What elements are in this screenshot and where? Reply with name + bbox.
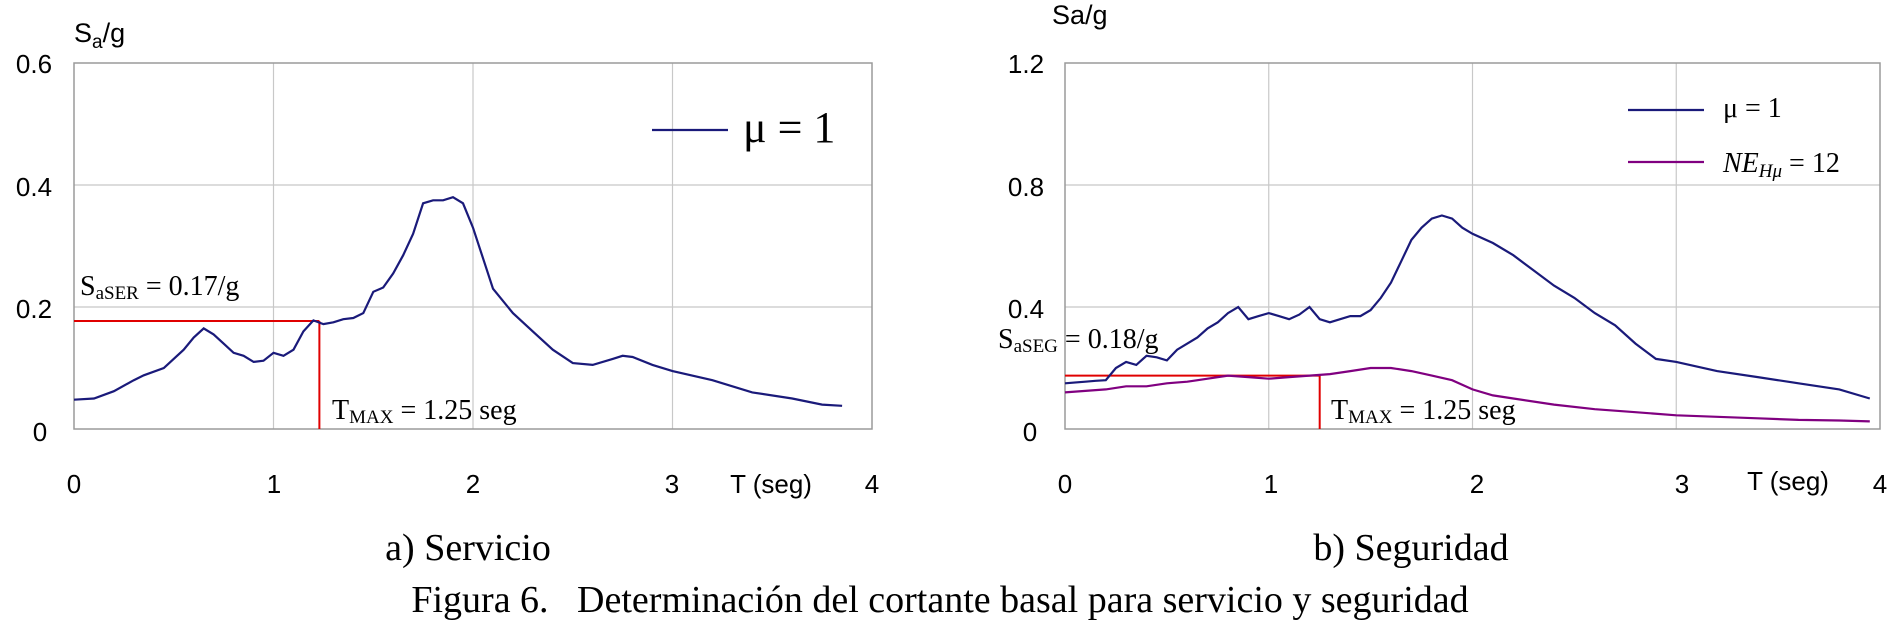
series-line-neh-b xyxy=(1064,366,1870,423)
xtick-a-3: 3 xyxy=(665,469,679,499)
chart-seguridad: 1.2 0.8 0.4 0 0 1 2 3 4 T (seg) Sa/g SaS… xyxy=(998,0,1887,569)
annotation-tmax-b: TMAX = 1.25 seg xyxy=(1331,395,1516,428)
ytick-a-0.2: 0.2 xyxy=(16,294,52,324)
annotation-tmax-a: TMAX = 1.25 seg xyxy=(332,395,517,428)
series-line-mu1-a xyxy=(73,196,843,407)
annotation-saseg: SaSEG = 0.18/g xyxy=(998,324,1158,357)
ytick-b-0.4: 0.4 xyxy=(1008,294,1044,324)
xlabel-a: T (seg) xyxy=(730,469,812,499)
xtick-b-2: 2 xyxy=(1470,469,1484,499)
annotation-saser: SaSER = 0.17/g xyxy=(80,271,239,304)
ytick-a-0: 0 xyxy=(33,417,47,447)
ytick-b-0.8: 0.8 xyxy=(1008,172,1044,202)
ylabel-a: Sa/g xyxy=(74,18,125,53)
plot-frame-a xyxy=(73,62,873,430)
grid-a xyxy=(74,63,872,429)
xtick-a-2: 2 xyxy=(466,469,480,499)
panel-caption-b: b) Seguridad xyxy=(1313,527,1508,569)
xtick-b-0: 0 xyxy=(1058,469,1072,499)
legend-label-mu1-b: μ = 1 xyxy=(1723,93,1782,124)
xtick-b-1: 1 xyxy=(1264,469,1278,499)
figure-caption: Figura 6. Determinación del cortante bas… xyxy=(411,579,1468,621)
series-line-mu1-b xyxy=(1064,214,1871,400)
xtick-a-1: 1 xyxy=(267,469,281,499)
chart-servicio: 0.6 0.4 0.2 0 0 1 2 3 4 T (seg) Sa/g SaS… xyxy=(16,18,879,569)
plot-frame-b xyxy=(1064,62,1881,430)
ytick-b-1.2: 1.2 xyxy=(1008,49,1044,79)
ytick-b-0: 0 xyxy=(1023,417,1037,447)
xlabel-b: T (seg) xyxy=(1747,466,1829,496)
xtick-a-0: 0 xyxy=(67,469,81,499)
ylabel-b: Sa/g xyxy=(1052,0,1108,30)
xtick-a-4: 4 xyxy=(865,469,879,499)
ytick-a-0.6: 0.6 xyxy=(16,49,52,79)
ytick-a-0.4: 0.4 xyxy=(16,172,52,202)
legend-label-mu1-a: μ = 1 xyxy=(743,103,835,152)
grid-b xyxy=(1065,63,1880,429)
panel-caption-a: a) Servicio xyxy=(385,527,551,569)
legend-label-neh-b: NEHμ = 12 xyxy=(1722,148,1840,182)
xtick-b-4: 4 xyxy=(1873,469,1887,499)
xtick-b-3: 3 xyxy=(1675,469,1689,499)
